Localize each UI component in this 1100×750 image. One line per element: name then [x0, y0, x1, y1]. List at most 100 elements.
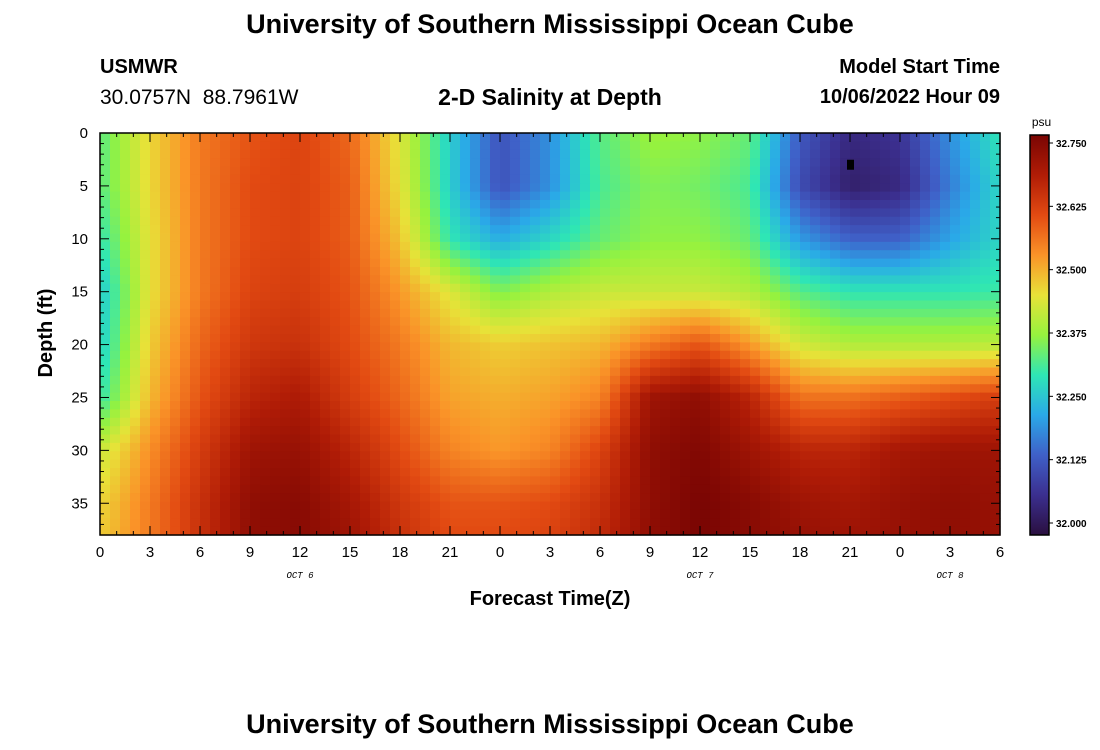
heatmap-cell	[660, 258, 671, 268]
heatmap-cell	[320, 166, 331, 176]
heatmap-cell	[680, 468, 691, 477]
heatmap-cell	[890, 342, 901, 352]
heatmap-cell	[970, 250, 981, 260]
heatmap-cell	[170, 476, 181, 486]
heatmap-cell	[260, 216, 271, 226]
heatmap-cell	[420, 384, 431, 394]
heatmap-cell	[160, 509, 171, 519]
heatmap-cell	[990, 141, 1001, 151]
heatmap-cell	[980, 233, 991, 243]
heatmap-cell	[630, 250, 641, 260]
heatmap-cell	[730, 216, 741, 226]
heatmap-cell	[290, 300, 301, 310]
heatmap-cell	[610, 317, 621, 327]
heatmap-cell	[950, 417, 961, 427]
heatmap-cell	[870, 325, 881, 335]
heatmap-cell	[600, 166, 611, 176]
heatmap-cell	[220, 417, 231, 427]
heatmap-cell	[960, 375, 971, 385]
heatmap-cell	[520, 350, 531, 360]
heatmap-cell	[670, 300, 681, 310]
heatmap-cell	[540, 442, 551, 452]
heatmap-cell	[190, 476, 201, 486]
heatmap-cell	[230, 342, 241, 352]
heatmap-cell	[220, 518, 231, 528]
heatmap-cell	[200, 417, 211, 427]
heatmap-cell	[860, 401, 871, 410]
heatmap-cell	[730, 250, 741, 260]
heatmap-cell	[180, 401, 191, 410]
heatmap-cell	[660, 166, 671, 176]
heatmap-cell	[510, 434, 521, 444]
heatmap-cell	[160, 518, 171, 528]
heatmap-cell	[410, 141, 421, 151]
heatmap-cell	[740, 275, 751, 285]
heatmap-cell	[440, 359, 451, 369]
heatmap-cell	[330, 442, 341, 452]
heatmap-cell	[450, 166, 461, 176]
heatmap-cell	[120, 468, 131, 477]
heatmap-cell	[670, 208, 681, 218]
heatmap-cell	[580, 417, 591, 427]
heatmap-cell	[820, 149, 831, 159]
heatmap-cell	[380, 409, 391, 419]
heatmap-cell	[700, 149, 711, 159]
heatmap-cell	[590, 342, 601, 352]
heatmap-cell	[990, 509, 1001, 519]
heatmap-cell	[340, 509, 351, 519]
heatmap-cell	[270, 183, 281, 193]
heatmap-cell	[770, 359, 781, 369]
heatmap-cell	[440, 384, 451, 394]
heatmap-cell	[270, 258, 281, 268]
heatmap-cell	[340, 250, 351, 260]
heatmap-cell	[430, 317, 441, 327]
heatmap-cell	[160, 350, 171, 360]
heatmap-cell	[660, 275, 671, 285]
heatmap-cell	[630, 141, 641, 151]
heatmap-cell	[120, 501, 131, 511]
heatmap-cell	[210, 417, 221, 427]
heatmap-cell	[830, 300, 841, 310]
heatmap-cell	[110, 267, 121, 276]
heatmap-cell	[620, 283, 631, 293]
heatmap-cell	[410, 292, 421, 302]
heatmap-cell	[740, 200, 751, 209]
heatmap-cell	[260, 459, 271, 469]
heatmap-cell	[800, 292, 811, 302]
heatmap-cell	[930, 509, 941, 519]
heatmap-cell	[770, 258, 781, 268]
heatmap-cell	[550, 392, 561, 402]
heatmap-cell	[540, 501, 551, 511]
heatmap-cell	[720, 241, 731, 251]
heatmap-cell	[260, 451, 271, 461]
heatmap-cell	[270, 191, 281, 201]
y-tick-label: 25	[71, 389, 88, 406]
heatmap-cell	[320, 501, 331, 511]
heatmap-cell	[160, 317, 171, 327]
colorbar-ticks: 32.00032.12532.25032.37532.50032.62532.7…	[1049, 139, 1087, 530]
heatmap-cell	[850, 225, 861, 235]
heatmap-cell	[120, 426, 131, 436]
heatmap-cell	[770, 417, 781, 427]
heatmap-cell	[470, 342, 481, 352]
heatmap-cell	[690, 267, 701, 276]
x-tick-label: 12	[292, 544, 309, 561]
heatmap-cell	[240, 342, 251, 352]
heatmap-cell	[680, 509, 691, 519]
heatmap-cell	[570, 233, 581, 243]
heatmap-cell	[720, 149, 731, 159]
heatmap-cell	[700, 208, 711, 218]
heatmap-cell	[990, 359, 1001, 369]
heatmap-cell	[170, 375, 181, 385]
heatmap-cell	[460, 509, 471, 519]
heatmap-cell	[370, 434, 381, 444]
heatmap-cell	[760, 149, 771, 159]
heatmap-cell	[870, 451, 881, 461]
heatmap-cell	[390, 292, 401, 302]
heatmap-cell	[200, 501, 211, 511]
heatmap-cell	[330, 384, 341, 394]
heatmap-cell	[780, 292, 791, 302]
heatmap-cell	[880, 459, 891, 469]
heatmap-cell	[730, 509, 741, 519]
heatmap-cell	[930, 200, 941, 209]
